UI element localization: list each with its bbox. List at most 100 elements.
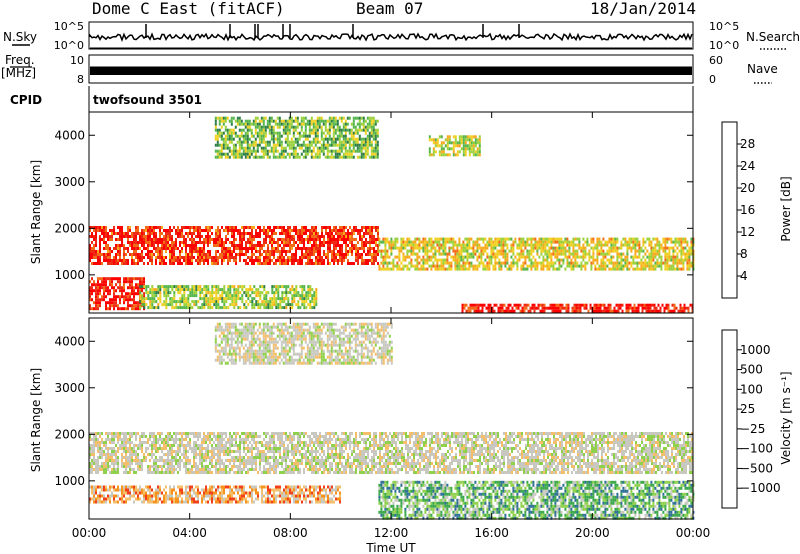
power-cell [99,259,101,262]
power-cell [209,250,211,253]
power-cell [434,240,437,244]
power-cell [217,250,219,253]
velocity-cell [131,468,133,471]
power-cell [133,262,135,265]
power-cell [595,303,598,307]
power-cell [297,247,299,250]
power-cell [169,256,171,259]
power-cell [654,249,657,253]
power-cell [629,306,632,310]
power-cell [523,309,526,313]
power-cell [95,226,97,229]
power-cell [554,237,557,241]
power-cell [171,303,174,307]
power-cell [452,246,455,250]
power-cell [454,240,457,244]
power-cell [410,264,413,268]
power-cell [107,250,109,253]
power-cell [220,131,223,135]
power-cell [578,264,581,268]
power-cell [327,244,329,247]
power-cell [642,261,645,265]
power-cell [564,246,567,250]
power-cell [504,255,507,259]
power-cell [436,249,439,253]
power-cell [576,255,579,259]
power-cell [216,155,219,159]
power-cell [278,125,281,129]
power-cell [149,253,151,256]
power-cell [123,301,125,305]
power-cell [131,292,133,296]
power-cell [440,264,443,268]
power-cell [255,247,257,250]
power-cell [89,247,91,250]
power-cell [580,264,583,268]
power-cell [446,255,449,259]
power-cell [368,119,371,123]
power-cell [690,243,693,247]
power-cell [426,249,429,253]
power-cell [249,238,251,241]
power-cell [568,249,571,253]
power-cell [295,288,298,292]
power-cell [498,237,501,241]
velocity-cell [103,462,105,465]
power-cell [107,292,109,296]
power-cell [394,243,397,247]
power-cell [283,306,286,310]
power-cell [329,232,331,235]
power-cell [490,246,493,250]
power-cell [404,258,407,262]
power-cell [674,258,677,262]
power-cell [650,249,653,253]
velocity-cell [141,468,143,471]
power-cell [93,307,95,311]
power-cell [358,125,361,129]
power-cell [614,243,617,247]
power-cell [289,247,291,250]
power-cell [228,131,231,135]
power-cell [484,267,487,271]
power-cell [636,261,639,265]
power-cell [478,147,481,151]
power-cell [223,288,226,292]
power-cell [296,125,299,129]
power-cell [215,238,217,241]
power-cell [508,237,511,241]
power-cell [654,261,657,265]
power-cell [561,306,564,310]
power-cell [246,119,249,123]
power-cell [211,297,214,301]
velocity-cell [123,447,125,450]
power-cell [541,303,544,307]
power-cell [151,259,153,262]
power-cell [173,300,176,304]
power-cell [113,277,115,281]
power-cell [378,264,381,268]
power-cell [139,277,141,281]
power-cell [502,255,505,259]
power-cell [645,306,648,310]
power-cell [368,131,371,135]
power-cell [229,291,232,295]
power-cell [109,250,111,253]
power-cell [157,288,160,292]
power-cell [263,294,266,298]
power-cell [267,247,269,250]
power-cell [314,131,317,135]
power-cell [489,303,492,307]
power-cell [230,137,233,141]
power-cell [350,134,353,138]
power-cell [256,149,259,153]
power-cell [524,243,527,247]
power-cell [424,261,427,265]
power-cell [237,294,240,298]
power-cell [525,306,528,310]
power-cell [504,240,507,244]
power-cell [565,309,568,313]
power-cell [377,229,379,232]
power-cell [332,116,335,120]
power-cell [101,238,103,241]
velocity-cell [139,441,141,444]
